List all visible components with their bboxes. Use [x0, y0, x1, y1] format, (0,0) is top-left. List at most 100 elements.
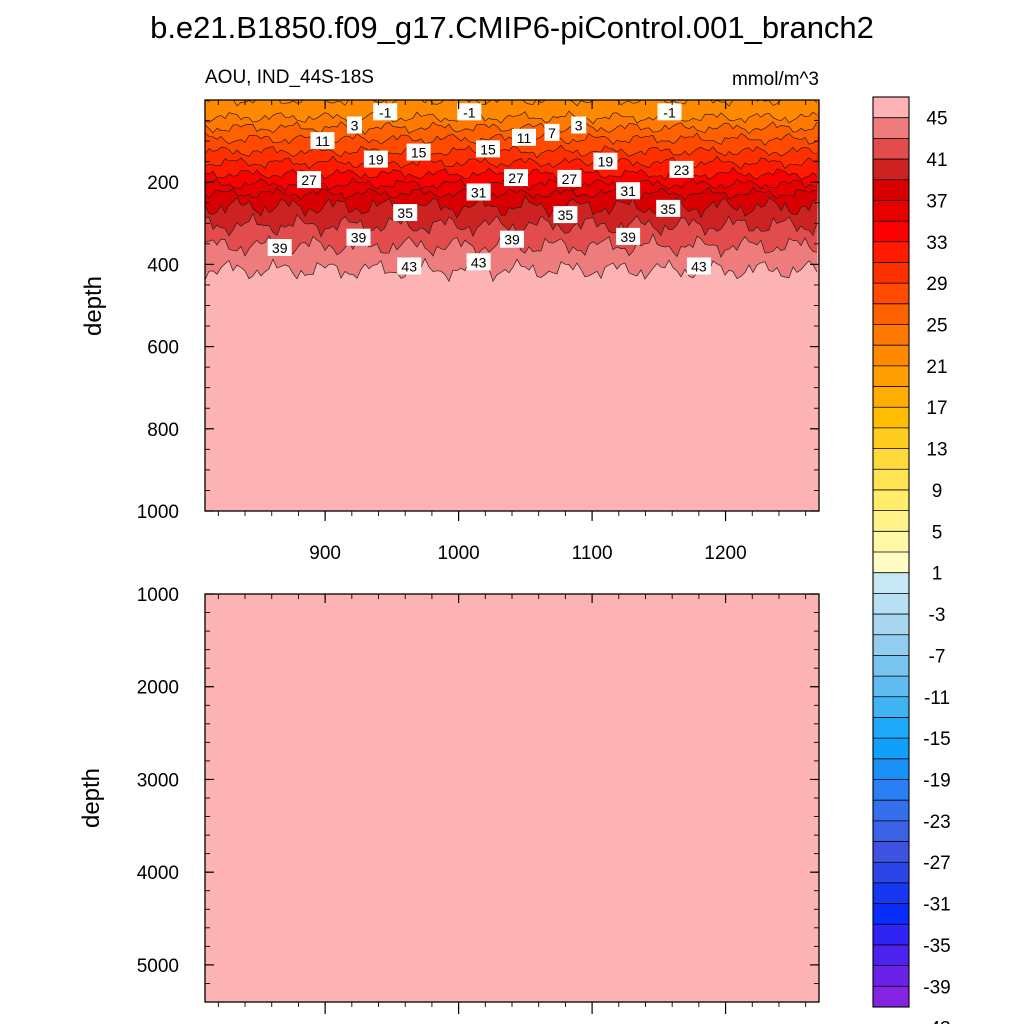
chart-title: b.e21.B1850.f09_g17.CMIP6-piControl.001_… — [150, 10, 874, 45]
contour-label-text: 11 — [315, 133, 330, 149]
contour-label: -1 — [457, 103, 482, 121]
colorbar-swatch — [873, 97, 909, 119]
colorbar-swatch — [873, 469, 909, 491]
colorbar-swatch — [873, 324, 909, 346]
contour-label-box — [669, 160, 694, 178]
upper-ylabel: depth — [80, 276, 107, 336]
colorbar-swatch — [873, 882, 909, 904]
contour-label-text: 19 — [598, 154, 614, 170]
contour-label-box — [616, 227, 641, 245]
colorbar-label: -39 — [923, 977, 950, 998]
contour-label-text: 35 — [558, 207, 574, 223]
upper-subtitle-left: AOU, IND_44S-18S — [205, 67, 374, 88]
contour-label: 39 — [500, 230, 524, 248]
colorbar-swatch — [873, 965, 909, 987]
contour-label-box — [686, 257, 711, 275]
colorbar-swatch — [873, 717, 909, 739]
contour-label-box — [476, 140, 500, 158]
upper-subtitle-right: mmol/m^3 — [732, 69, 819, 90]
contour-label: 35 — [393, 204, 418, 221]
colorbar-swatch — [873, 903, 909, 925]
colorbar-swatch — [873, 138, 909, 160]
contour-label: 31 — [466, 183, 491, 201]
contour-label-box — [310, 132, 335, 150]
contour-label: -1 — [373, 103, 398, 121]
contour-label-box — [544, 123, 560, 141]
colorbar-swatch — [873, 696, 909, 718]
colorbar-swatch — [873, 572, 909, 594]
contour-label-box — [267, 239, 292, 256]
colorbar-swatch — [873, 159, 909, 181]
contour-line — [205, 144, 818, 159]
contour-label-box — [593, 152, 618, 170]
colorbar-label: -3 — [929, 605, 946, 626]
contour-label-text: 43 — [401, 259, 417, 275]
contour-label: -1 — [657, 103, 682, 121]
colorbar-swatch — [873, 758, 909, 780]
ytick-label: 800 — [147, 420, 179, 441]
colorbar-swatch — [873, 862, 909, 884]
colorbar-swatch — [873, 676, 909, 698]
colorbar-frame — [872, 96, 910, 1008]
colorbar-swatch — [873, 283, 909, 305]
contour-label-box — [457, 103, 482, 121]
colorbar-label: -43 — [923, 1019, 950, 1024]
contour-label-text: 19 — [368, 152, 384, 168]
upper-contour-labels: -1 -1 -1 3 3 7 11 11 15 15 19 19 23 27 27 27 31 31 35 35 35 3… — [267, 103, 711, 275]
contour-label-text: 31 — [471, 185, 487, 201]
colorbar-swatch — [873, 345, 909, 367]
ytick-label: 1000 — [137, 585, 179, 606]
colorbar-label: -31 — [923, 895, 950, 916]
upper-axes: 200 400 600 800 1000 900 1000 1100 1200 — [137, 99, 819, 564]
colorbar-swatch — [873, 510, 909, 532]
colorbar-swatch — [873, 655, 909, 677]
contour-label: 27 — [297, 171, 322, 189]
contour-label-box — [347, 116, 362, 134]
contour-label-text: 43 — [691, 259, 707, 275]
colorbar-swatch — [873, 489, 909, 512]
contour-label-text: 27 — [562, 171, 578, 187]
contour-label-text: 15 — [480, 141, 496, 157]
colorbar-label: -23 — [923, 812, 950, 833]
contour-label-box — [373, 103, 398, 121]
lower-ylabel: depth — [78, 768, 105, 828]
xtick-label: 1100 — [572, 543, 613, 564]
contour-label: 39 — [616, 227, 641, 245]
contour-label: 7 — [544, 123, 560, 141]
contour-label-text: 39 — [272, 240, 288, 256]
colorbar-swatch — [873, 634, 909, 656]
colorbar-label: -7 — [929, 646, 946, 667]
colorbar-swatch — [873, 262, 909, 284]
contour-label: 23 — [669, 160, 694, 178]
colorbar-label: 21 — [926, 357, 947, 378]
contour-label: 11 — [310, 132, 335, 150]
contour-label-box — [616, 182, 641, 200]
colorbar-swatch — [873, 614, 909, 636]
colorbar-label: 9 — [932, 481, 943, 502]
contour-label-text: 3 — [575, 118, 583, 134]
contour-label-text: 3 — [351, 118, 359, 134]
contour-label-box — [500, 230, 524, 248]
colorbar-label: -19 — [923, 771, 950, 792]
contour-label-box — [656, 199, 681, 217]
contour-label-box — [397, 257, 422, 275]
contour-label-text: 39 — [504, 232, 520, 248]
contour-label-box — [406, 143, 431, 161]
contour-label-text: 27 — [508, 170, 524, 186]
ytick-label: 5000 — [137, 956, 179, 977]
colorbar-swatch — [873, 986, 909, 1008]
contour-label-text: 35 — [660, 201, 676, 217]
contour-line — [205, 132, 818, 147]
colorbar-swatch — [873, 800, 909, 822]
contour-line — [205, 212, 818, 238]
xtick-label: 900 — [309, 543, 341, 564]
contour-label: 35 — [656, 199, 681, 217]
contour-label-box — [363, 150, 388, 168]
contour-line — [205, 100, 818, 107]
colorbar-label: 17 — [926, 398, 947, 419]
contour-label-box — [571, 116, 587, 134]
contour-label: 31 — [616, 182, 641, 200]
contour-label-box — [553, 206, 578, 224]
colorbar-label: 37 — [926, 191, 947, 212]
colorbar-swatch — [873, 221, 909, 243]
